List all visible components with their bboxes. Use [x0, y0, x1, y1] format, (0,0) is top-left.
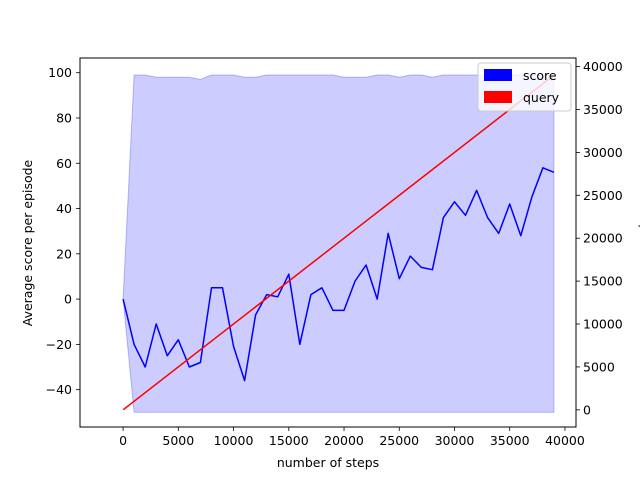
legend-label-score: score [523, 68, 557, 83]
right-y-tick-label: 15000 [583, 274, 623, 289]
legend-swatch-score [484, 69, 512, 81]
x-axis-label: number of steps [277, 455, 379, 470]
x-tick-label: 0 [119, 433, 127, 448]
left-y-tick-label: 100 [48, 65, 72, 80]
left-y-tick-label: 80 [56, 110, 72, 125]
legend-label-query: query [523, 90, 560, 105]
plot-frame [79, 57, 577, 428]
left-y-tick-label: −40 [46, 382, 72, 397]
left-y-axis-label: Average score per episode [20, 159, 35, 326]
right-y-tick-label: 25000 [583, 188, 623, 203]
x-tick-label: 25000 [379, 433, 419, 448]
right-y-tick-label: 30000 [583, 145, 623, 160]
right-y-tick-label: 0 [583, 402, 591, 417]
x-tick-label: 20000 [324, 433, 364, 448]
left-y-tick-label: 20 [56, 246, 72, 261]
x-tick-label: 5000 [162, 433, 194, 448]
x-tick-label: 35000 [490, 433, 530, 448]
x-tick-label: 30000 [435, 433, 475, 448]
left-y-axis: −40 −20 0 20 40 60 80 100 [46, 65, 80, 397]
score-line [122, 167, 555, 382]
right-y-axis: 0 5000 10000 15000 20000 25000 30000 35000 40000 [576, 59, 623, 417]
left-y-tick-label: 0 [64, 292, 72, 307]
left-y-tick-label: −20 [46, 337, 72, 352]
x-tick-label: 15000 [269, 433, 309, 448]
right-y-tick-label: 40000 [583, 59, 623, 74]
plot-area [122, 74, 555, 413]
right-y-tick-label: 10000 [583, 317, 623, 332]
x-axis: 0 5000 10000 15000 20000 25000 30000 35000 40000 [119, 427, 585, 448]
right-y-tick-label: 5000 [583, 359, 615, 374]
left-y-tick-label: 60 [56, 156, 72, 171]
right-y-axis-label: queries [638, 220, 640, 266]
x-tick-label: 40000 [545, 433, 585, 448]
right-y-tick-label: 20000 [583, 231, 623, 246]
right-y-tick-label: 35000 [583, 102, 623, 117]
query-line [122, 74, 555, 411]
legend: score query [477, 62, 572, 112]
x-tick-label: 10000 [214, 433, 254, 448]
left-y-tick-label: 40 [56, 201, 72, 216]
legend-swatch-query [484, 91, 512, 103]
